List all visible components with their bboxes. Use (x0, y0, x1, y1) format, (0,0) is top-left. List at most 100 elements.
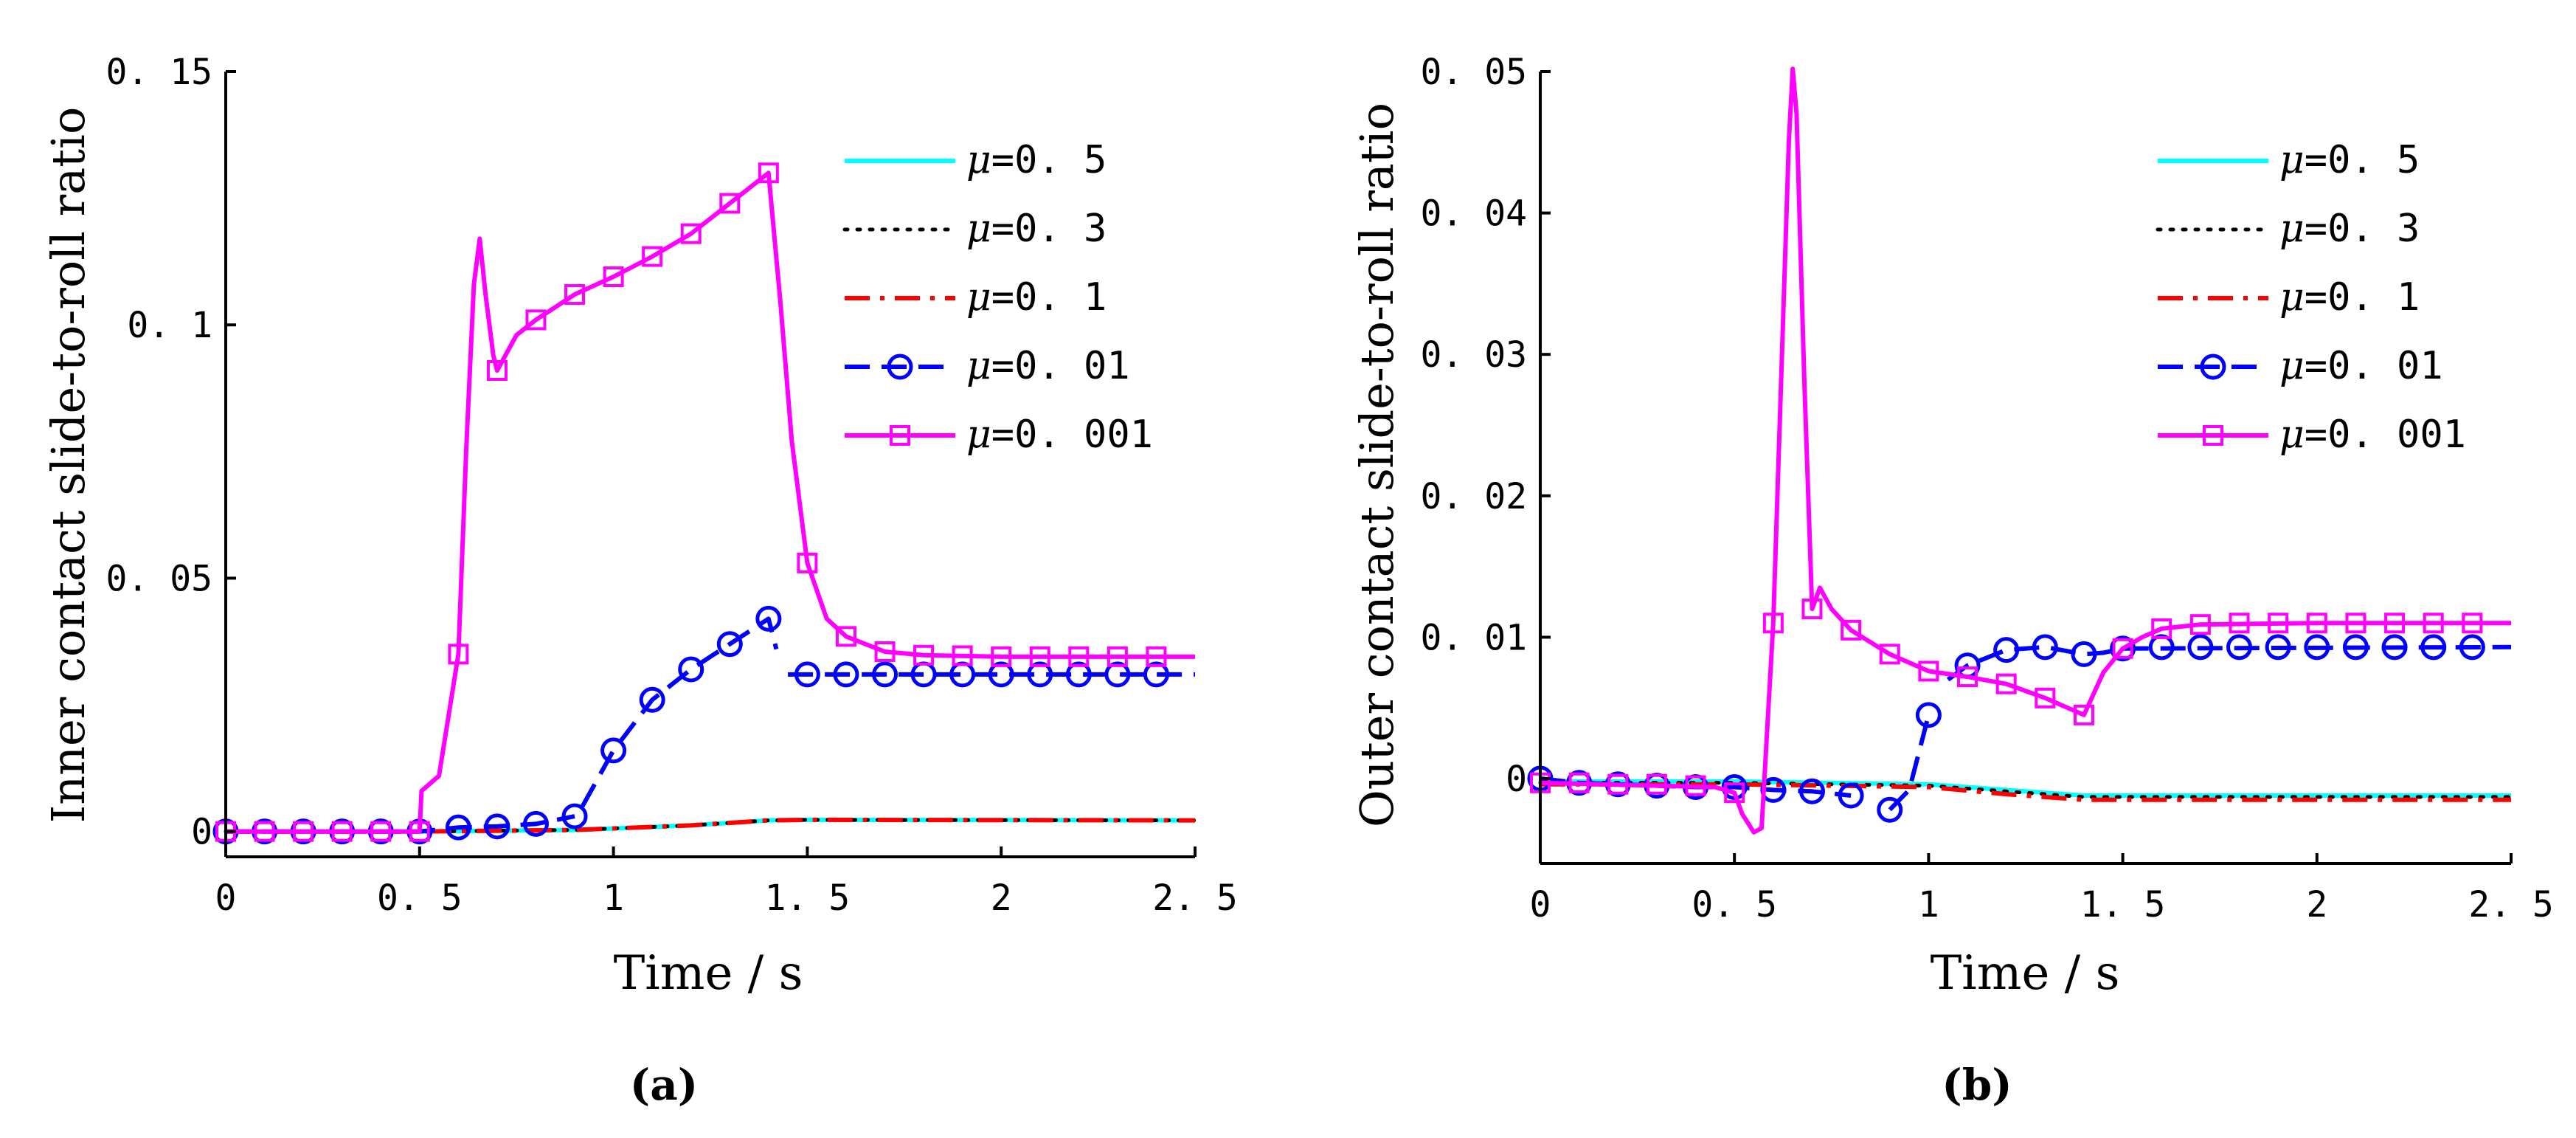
panel-a-data-point-square (874, 641, 896, 662)
panel-a-data-point-circle (1065, 661, 1092, 688)
panel-a-series-layer (212, 162, 1197, 845)
panel-b-legend-entry: μ=0. 001 (2158, 413, 2466, 457)
panel-a-legend-label: μ=0. 3 (966, 207, 1107, 251)
panel-a-data-point-square (564, 284, 586, 306)
panel-b-legend-value: =0. 1 (2305, 275, 2420, 320)
panel-a-legend-marker-circle (887, 354, 913, 380)
panel-b-y-axis-title: Outer contact slide-to-roll ratio (1350, 103, 1404, 827)
panel-a: 0 0. 5 1 1. 5 2 2. 500. 050. 10. 15 Time / s … (41, 52, 1238, 1110)
panel-b-series-layer (1527, 66, 2513, 835)
panel-b-series-5 (1530, 66, 2511, 835)
panel-b-legend-entry: μ=0. 3 (2156, 207, 2420, 251)
panel-b-data-point-square (1879, 644, 1900, 665)
panel-a-data-point-square (603, 266, 624, 288)
panel-b-label: (b) (1942, 1060, 2012, 1110)
panel-a-data-point-circle (561, 803, 588, 830)
panel-a-data-point-circle (639, 686, 665, 713)
panel-b-data-point-square (2462, 613, 2483, 634)
panel-a-y-axis-title: Inner contact slide-to-roll ratio (41, 107, 95, 824)
panel-a-data-point-square (448, 644, 469, 665)
panel-a-y-tick-label: 0. 05 (106, 558, 213, 599)
panel-b-data-point-circle (2459, 634, 2485, 661)
panel-b-data-point-square (1568, 772, 1590, 793)
panel-a-axes-layer: 0 0. 5 1 1. 5 2 2. 500. 050. 10. 15 Time / s … (41, 52, 1238, 1110)
panel-b-x-tick-label: 0 (1530, 884, 1551, 925)
panel-a-data-point-square (991, 646, 1012, 667)
panel-b-legend-label: μ=0. 001 (2279, 413, 2466, 457)
panel-a-label: (a) (630, 1060, 698, 1110)
panel-b-data-point-square (2229, 613, 2250, 634)
panel-a-data-point-circle (600, 737, 627, 764)
panel-a-data-point-square (913, 644, 935, 666)
panel-a-legend-value: =0. 1 (991, 275, 1107, 320)
panel-a-legend-value: =0. 01 (991, 344, 1130, 388)
panel-a-legend-label: μ=0. 1 (966, 275, 1107, 320)
panel-b-data-point-square (1762, 613, 1784, 634)
panel-a-data-point-square (409, 821, 430, 842)
panel-b-data-point-circle (2071, 641, 2097, 667)
panel-b-x-tick-label: 1. 5 (2080, 884, 2166, 925)
panel-a-legend-greek: μ (966, 275, 991, 320)
panel-b-data-point-circle (1838, 782, 1864, 809)
panel-b-data-point-square (2151, 618, 2172, 639)
panel-b-data-point-circle (2110, 635, 2136, 662)
panel-a-legend-value: =0. 3 (991, 207, 1107, 251)
panel-a-x-tick-label: 0. 5 (377, 877, 463, 919)
panel-a-series-3 (226, 817, 1196, 834)
panel-b-data-point-square (1607, 773, 1629, 795)
panel-b-legend-label: μ=0. 01 (2279, 344, 2443, 388)
panel-a-legend-entry: μ=0. 1 (845, 275, 1107, 320)
panel-a-data-point-square (1146, 646, 1167, 667)
panel-a-data-point-square (797, 552, 818, 573)
panel-b-data-point-circle (2420, 634, 2447, 661)
panel-b-legend-greek: μ (2279, 207, 2305, 251)
panel-b-data-point-square (1995, 673, 2017, 694)
panel-a-legend-value: =0. 5 (991, 138, 1107, 182)
panel-a-x-tick-label: 2. 5 (1152, 877, 1238, 919)
panel-b-legend-greek: μ (2279, 275, 2305, 320)
panel-b-x-axis-title: Time / s (1931, 946, 2120, 1001)
panel-a-legend-entry: μ=0. 5 (845, 138, 1107, 182)
panel-a-data-point-square (293, 821, 314, 842)
panel-a-legend-label: μ=0. 001 (966, 413, 1153, 457)
panel-a-data-point-square (1107, 646, 1128, 667)
panel-a-data-point-square (835, 626, 856, 647)
panel-b-data-point-circle (2032, 634, 2058, 661)
panel-a-data-point-circle (833, 661, 859, 688)
panel-b-legend-entry: μ=0. 01 (2158, 344, 2443, 388)
panel-a-series-line (226, 817, 1196, 834)
panel-a-data-point-circle (988, 661, 1014, 688)
panel-b-ticks-layer: 0 0. 5 1 1. 5 2 2. 5 0 0. 01 0. 02 0. 03 0. 04 0. 0… (1421, 52, 2554, 925)
panel-b-legend-label: μ=0. 1 (2279, 275, 2420, 320)
panel-a-legend-greek: μ (966, 413, 991, 457)
panel-a-legend-entry: μ=0. 3 (842, 207, 1107, 251)
panel-a-legend-label: μ=0. 01 (966, 344, 1130, 388)
panel-b-data-point-circle (1993, 637, 2020, 663)
panel-b-legend-label: μ=0. 3 (2279, 207, 2420, 251)
panel-b-series-line (1540, 782, 2511, 802)
panel-a-ticks-layer: 0 0. 5 1 1. 5 2 2. 5 0 0. 05 0. 1 0. 15 (106, 52, 1238, 919)
panel-b-data-point-circle (1915, 702, 1942, 728)
panel-b-data-point-square (2112, 638, 2133, 659)
panel-a-x-tick-label: 2 (991, 877, 1012, 919)
panel-a-data-point-circle (716, 631, 743, 658)
panel-a-x-tick-label: 1 (603, 877, 624, 919)
panel-a-data-point-square (331, 821, 353, 842)
panel-b-legend-value: =0. 3 (2305, 207, 2420, 251)
panel-b-x-tick-label: 2 (2306, 884, 2327, 925)
panel-a-legend-greek: μ (966, 344, 991, 388)
panel-b-data-point-square (1724, 782, 1745, 804)
panel-a-y-tick-label: 0. 15 (106, 52, 213, 93)
panel-b-data-point-square (1646, 773, 1667, 795)
panel-a-legend-value: =0. 001 (991, 413, 1153, 457)
panel-b-data-point-square (1957, 666, 1978, 688)
panel-a-data-point-circle (872, 661, 899, 688)
panel-b-legend-greek: μ (2279, 344, 2305, 388)
panel-a-data-point-square (370, 821, 392, 842)
panel-a-data-point-square (952, 645, 973, 666)
panel-b-data-point-circle (2381, 634, 2408, 661)
panel-a-data-point-circle (522, 810, 549, 837)
panel-b-data-point-circle (1877, 796, 1903, 823)
